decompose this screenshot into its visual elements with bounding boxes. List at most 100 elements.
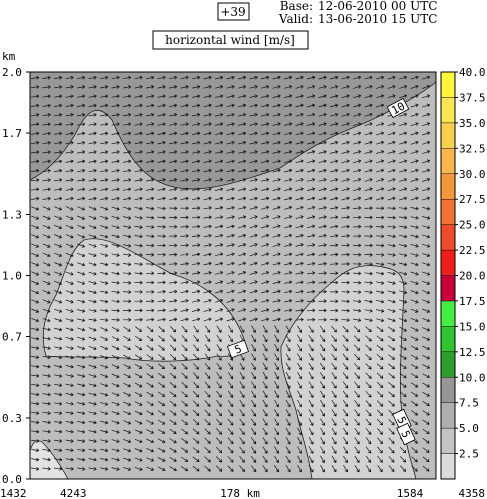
wind-arrow [399, 168, 408, 173]
wind-arrow [261, 168, 270, 173]
wind-arrow [203, 168, 212, 173]
wind-arrow [123, 457, 132, 462]
wind-arrow [376, 354, 384, 360]
wind-arrow [192, 168, 201, 173]
wind-arrow [353, 326, 361, 333]
wind-arrow [123, 448, 132, 453]
wind-arrow [364, 290, 373, 295]
wind-arrow [353, 243, 362, 248]
wind-arrow [54, 318, 63, 323]
wind-arrow [307, 261, 316, 266]
wind-arrow [134, 225, 143, 229]
wind-arrow [42, 243, 51, 248]
wind-arrow [88, 150, 97, 154]
wind-arrow [364, 299, 373, 304]
wind-arrow [146, 196, 155, 201]
wind-arrow [192, 159, 201, 164]
wind-arrow [88, 271, 97, 276]
wind-arrow [42, 411, 51, 415]
wind-arrow [134, 168, 143, 173]
wind-arrow [191, 206, 201, 210]
wind-arrow [284, 140, 293, 145]
wind-arrow [239, 325, 245, 333]
wind-arrow [262, 362, 268, 371]
wind-arrow [295, 233, 304, 238]
wind-arrow [158, 354, 165, 360]
wind-arrow [65, 411, 74, 415]
wind-arrow [249, 224, 258, 229]
wind-arrow [272, 85, 281, 89]
wind-arrow [238, 233, 247, 238]
wind-arrow [399, 290, 408, 295]
wind-arrow [65, 374, 74, 378]
wind-arrow [318, 317, 327, 322]
y-tick-label: 2.0 [2, 66, 22, 79]
wind-arrow [285, 465, 291, 473]
wind-arrow [295, 178, 304, 182]
wind-arrow [146, 401, 154, 406]
wind-arrow [295, 243, 304, 247]
wind-arrow [261, 140, 270, 145]
wind-arrow [262, 409, 268, 417]
wind-arrow [399, 299, 408, 304]
wind-arrow [376, 335, 384, 342]
wind-arrow [239, 427, 245, 435]
wind-arrow [192, 178, 201, 182]
wind-arrow [157, 75, 166, 80]
wind-arrow [399, 140, 408, 145]
wind-arrow [251, 362, 256, 371]
wind-arrow [123, 401, 131, 406]
wind-arrow [228, 362, 234, 370]
wind-arrow [216, 353, 222, 361]
wind-arrow [54, 355, 63, 360]
wind-arrow [111, 271, 120, 276]
wind-arrow [77, 467, 86, 471]
wind-arrow [272, 103, 281, 108]
wind-arrow [111, 206, 120, 211]
wind-arrow [364, 178, 373, 182]
wind-arrow [181, 391, 188, 398]
colorbar-label: 15.0 [459, 320, 486, 333]
wind-arrow [353, 140, 362, 145]
wind-arrow [65, 206, 74, 211]
wind-arrow [377, 418, 384, 426]
wind-arrow [342, 409, 349, 417]
wind-arrow [157, 457, 166, 462]
wind-arrow [146, 131, 155, 136]
wind-arrow [308, 381, 314, 389]
wind-arrow [134, 429, 143, 434]
wind-arrow [320, 446, 325, 454]
wind-arrow [261, 243, 270, 247]
wind-arrow [399, 336, 407, 341]
wind-arrow [146, 373, 154, 379]
wind-arrow [251, 427, 257, 436]
wind-arrow [31, 252, 39, 257]
wind-arrow [65, 318, 74, 323]
wind-arrow [168, 289, 178, 294]
wind-arrow [387, 140, 396, 145]
wind-arrow [77, 318, 86, 322]
wind-arrow [353, 178, 362, 182]
wind-arrow [204, 465, 211, 472]
wind-arrow [399, 446, 407, 454]
wind-arrow [388, 400, 395, 407]
wind-arrow [261, 224, 270, 229]
wind-arrow [329, 243, 339, 247]
wind-arrow [134, 178, 143, 182]
wind-arrow [65, 75, 74, 80]
wind-arrow [226, 85, 235, 89]
wind-arrow [77, 457, 86, 462]
wind-arrow [204, 344, 211, 352]
wind-arrow [399, 122, 408, 126]
wind-arrow [192, 289, 201, 294]
wind-arrow [180, 234, 189, 238]
wind-arrow [215, 215, 224, 220]
wind-arrow [330, 85, 339, 89]
wind-arrow [410, 290, 419, 295]
wind-arrow [365, 326, 372, 333]
wind-arrow [192, 103, 201, 108]
wind-arrow [100, 345, 108, 351]
wind-arrow [88, 309, 97, 313]
wind-arrow [411, 465, 418, 472]
wind-arrow [65, 196, 74, 201]
